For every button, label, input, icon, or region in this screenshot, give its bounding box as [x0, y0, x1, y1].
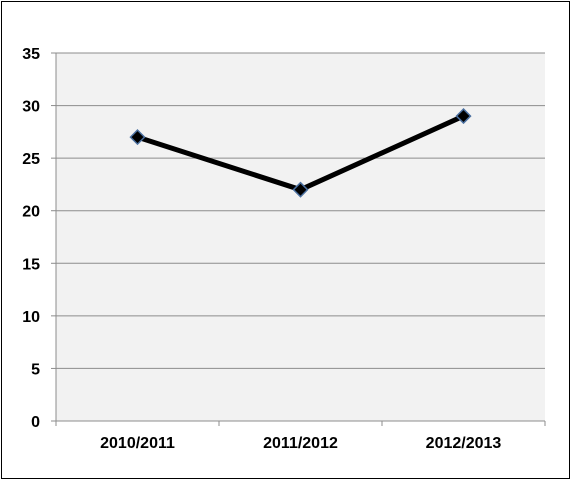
gridlines	[56, 52, 545, 369]
data-point-marker	[455, 108, 472, 125]
data-point-marker	[129, 129, 146, 146]
y-tick-label: 5	[31, 361, 40, 378]
y-tick-label: 10	[22, 309, 40, 326]
x-tick-label: 2012/2013	[426, 435, 502, 452]
y-tick-label: 35	[22, 46, 40, 63]
plot-area	[56, 53, 545, 421]
y-tick-label: 15	[22, 256, 40, 273]
y-tick-label: 25	[22, 151, 40, 168]
axes	[51, 52, 546, 426]
series-group	[129, 108, 472, 198]
y-tick-label: 30	[22, 99, 40, 116]
x-tick-label: 2011/2012	[263, 435, 338, 452]
x-axis-tick-labels: 2010/2011 2011/2012 2012/2013	[100, 435, 501, 452]
y-tick-label: 20	[22, 204, 40, 221]
y-tick-label: 0	[31, 414, 40, 431]
x-tick-label: 2010/2011	[100, 435, 175, 452]
y-axis-tick-labels: 0 5 10 15 20 25 30 35	[22, 46, 40, 431]
data-point-marker	[292, 181, 309, 198]
